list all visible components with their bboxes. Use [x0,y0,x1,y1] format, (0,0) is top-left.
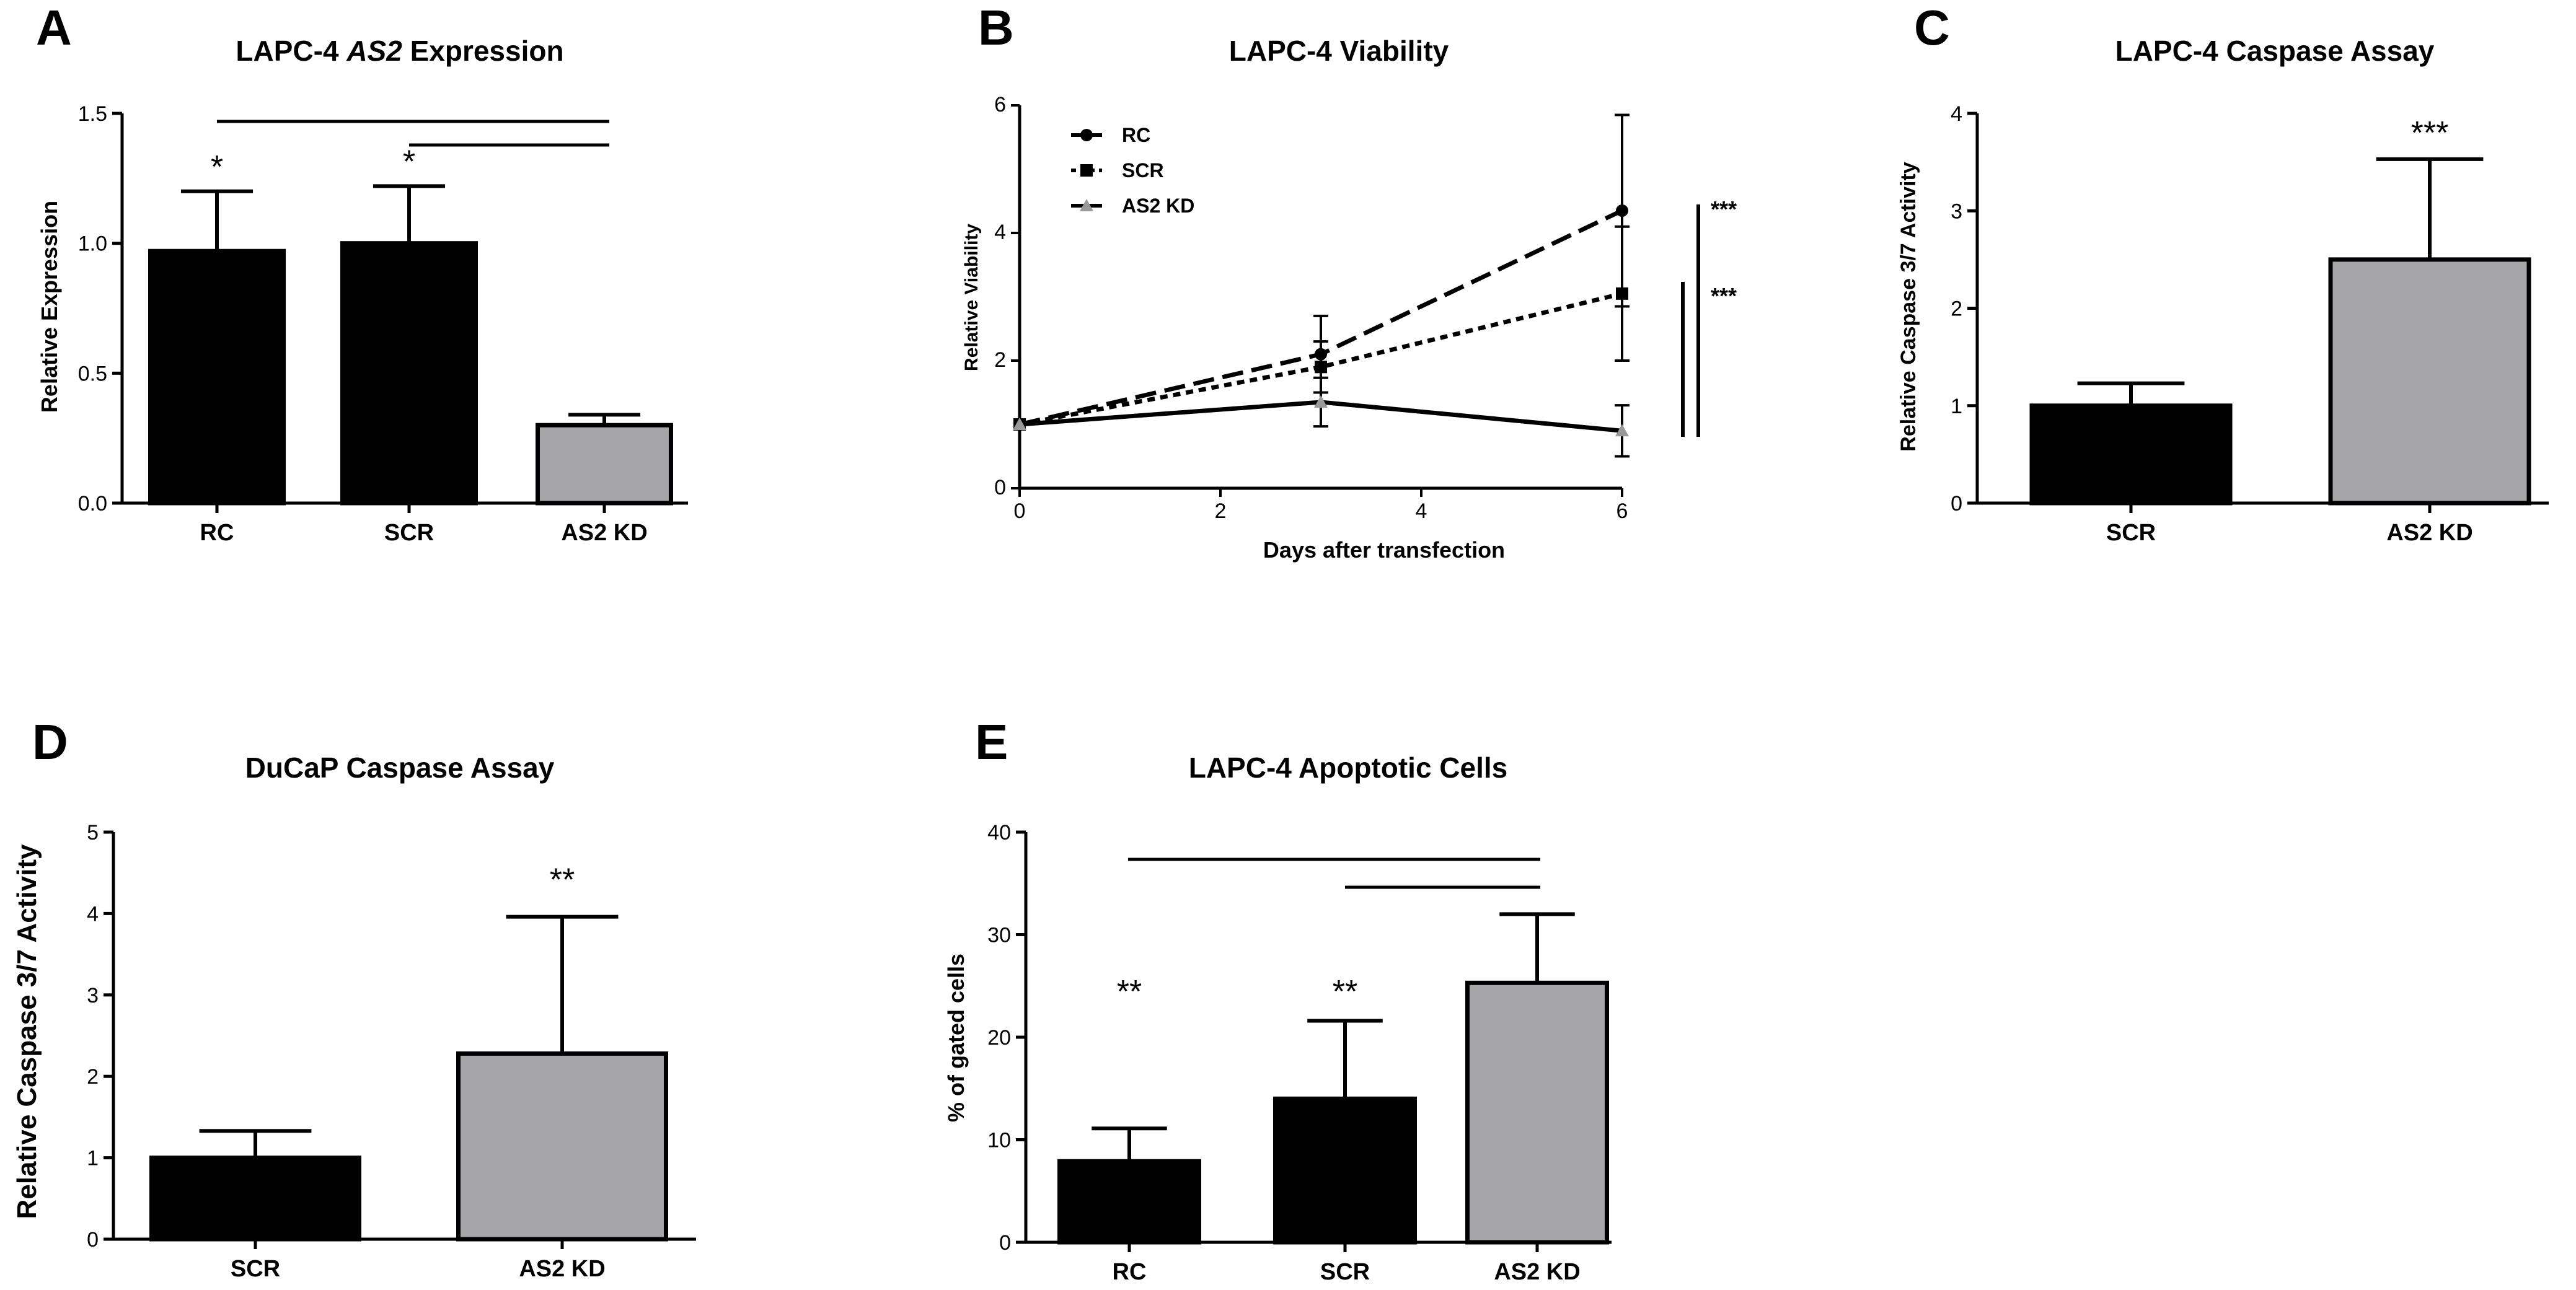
panel-a: A LAPC-4 AS2 Expression Relative Express… [36,0,688,546]
panel-a-label: A [36,0,72,55]
panel-b-xtick-label: 6 [1617,499,1628,523]
panel-b-title: LAPC-4 Viability [1229,35,1449,67]
panel-e-ytick-label: 30 [987,924,1011,947]
panel-b-significance-scr: *** [1711,283,1737,309]
panel-a-title: LAPC-4 AS2 Expression [236,35,563,67]
panel-e-ytick-label: 40 [987,821,1011,845]
panel-e-significance-mark: ** [1117,974,1142,1010]
panel-b: B LAPC-4 Viability Relative Viability Da… [961,0,1737,563]
panel-d-significance-mark: ** [550,862,575,898]
panel-c-label: C [1914,0,1950,55]
panel-d-ytick-label: 2 [87,1065,99,1089]
panel-e-title: LAPC-4 Apoptotic Cells [1189,752,1508,784]
panel-c-ytick-label: 4 [1951,102,1962,126]
panel-b-ylabel: Relative Viability [961,224,982,371]
panel-d-label: D [32,714,68,770]
panel-a-bar [340,241,478,506]
panel-b-point-as2-kd [1314,395,1328,408]
panel-b-point-scr [1315,361,1327,374]
panel-d-ytick-label: 0 [87,1228,99,1252]
panel-e-ytick-label: 0 [999,1231,1011,1255]
panel-a-category-label: RC [200,520,234,546]
panel-b-legend-marker-scr [1080,164,1093,177]
panel-a-significance-mark: * [211,149,223,185]
panel-c-ylabel: Relative Caspase 3/7 Activity [1897,162,1920,452]
panel-a-ytick-label: 0.5 [78,362,107,385]
panel-c-category-label: SCR [2106,520,2156,546]
panel-d-ytick-label: 1 [87,1147,99,1170]
panel-e-significance-mark: ** [1333,974,1357,1010]
panel-b-legend-label-scr: SCR [1122,159,1164,182]
panel-b-legend-marker-rc [1080,129,1093,141]
panel-b-legend-label-as2-kd: AS2 KD [1122,195,1194,217]
panel-b-legend-label-rc: RC [1122,124,1150,146]
panel-d-ytick-label: 3 [87,984,99,1007]
panel-c-ytick-label: 3 [1951,200,1962,223]
panel-e-label: E [975,714,1008,770]
panel-d-bar [456,1051,668,1242]
panel-d-category-label: AS2 KD [519,1256,605,1282]
panel-b-point-as2-kd [1615,424,1629,437]
panel-d-ylabel: Relative Caspase 3/7 Activity [12,844,42,1219]
panel-e-category-label: SCR [1320,1259,1370,1285]
panel-b-ytick-label: 0 [994,476,1006,499]
panel-c-bar [2029,403,2233,506]
panel-a-bar [148,248,286,506]
panel-b-xlabel: Days after transfection [1263,537,1505,563]
panel-a-ytick-label: 1.5 [78,102,107,126]
panel-c-ytick-label: 1 [1951,395,1962,418]
panel-e-category-label: RC [1113,1259,1147,1285]
panel-a-ytick-label: 1.0 [78,232,107,256]
panel-d: D DuCaP Caspase Assay Relative Caspase 3… [12,714,696,1282]
panel-c-significance-mark: *** [2411,115,2449,151]
panel-d-bar [149,1156,361,1242]
panel-b-xtick-label: 0 [1014,499,1026,523]
panel-b-ytick-label: 4 [994,221,1006,244]
panel-b-point-as2-kd [1013,418,1026,430]
panel-d-ytick-label: 4 [87,902,99,926]
panel-d-ytick-label: 5 [87,821,99,845]
panel-c-category-label: AS2 KD [2386,520,2472,546]
panel-a-category-label: AS2 KD [561,520,647,546]
panel-b-ytick-label: 2 [994,348,1006,372]
panel-d-title: DuCaP Caspase Assay [245,752,555,784]
panel-e-ylabel: % of gated cells [943,954,969,1122]
panel-a-bar [536,423,673,506]
panel-c-ytick-label: 0 [1951,492,1962,516]
panel-c-ytick-label: 2 [1951,297,1962,321]
panel-b-ytick-label: 6 [994,93,1006,116]
panel-b-point-rc [1616,204,1628,217]
panel-b-xtick-label: 2 [1215,499,1227,523]
panel-b-label: B [978,0,1014,55]
panel-e-bar [1273,1096,1417,1245]
panel-c-bar [2328,257,2531,506]
panel-b-significance-rc: *** [1711,196,1737,222]
panel-b-xtick-label: 4 [1416,499,1427,523]
panel-c: C LAPC-4 Caspase Assay Relative Caspase … [1897,0,2549,546]
panel-b-legend-marker-as2-kd [1080,199,1093,211]
panel-e-bar [1057,1159,1201,1245]
panel-e-category-label: AS2 KD [1494,1259,1580,1285]
panel-c-title: LAPC-4 Caspase Assay [2115,35,2435,67]
panel-b-point-scr [1616,287,1628,300]
panel-d-category-label: SCR [231,1256,280,1282]
panel-a-significance-mark: * [403,144,415,180]
panel-a-category-label: SCR [384,520,434,546]
panel-e: E LAPC-4 Apoptotic Cells % of gated cell… [943,714,1612,1285]
panel-e-bar [1465,980,1609,1245]
panel-a-ylabel: Relative Expression [37,201,62,413]
panel-e-ytick-label: 10 [987,1129,1011,1152]
panel-a-ytick-label: 0.0 [78,492,107,516]
panel-e-ytick-label: 20 [987,1026,1011,1050]
